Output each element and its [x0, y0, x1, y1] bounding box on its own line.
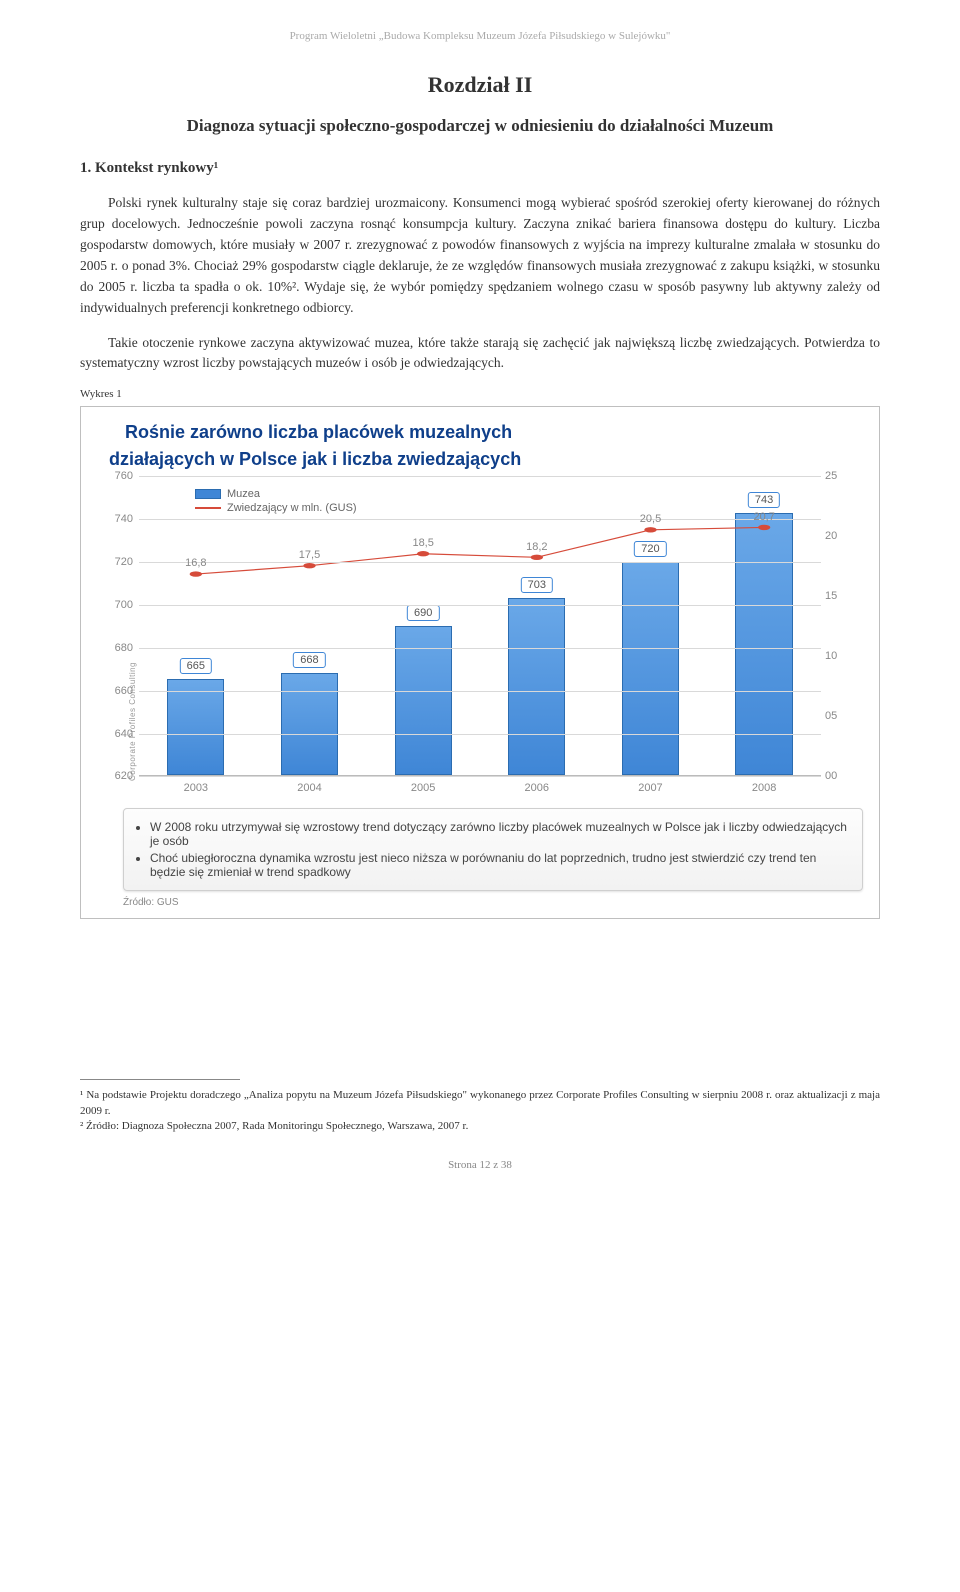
paragraph-1: Polski rynek kulturalny staje się coraz …: [80, 193, 880, 319]
y-left-tick: 740: [101, 513, 133, 525]
x-tick: 2008: [716, 782, 811, 794]
gridline: [139, 648, 821, 649]
plot-area: Muzea Zwiedzający w mln. (GUS) 665668690…: [139, 476, 821, 776]
x-tick: 2006: [489, 782, 584, 794]
bar-value-label: 720: [634, 541, 666, 557]
section-heading: 1. Kontekst rynkowy¹: [80, 160, 880, 177]
gridline: [139, 691, 821, 692]
bar-value-label: 668: [293, 652, 325, 668]
bar-value-label: 690: [407, 605, 439, 621]
paragraph-2: Takie otoczenie rynkowe zaczyna aktywizo…: [80, 333, 880, 375]
figure-label: Wykres 1: [80, 388, 880, 400]
y-left-tick: 620: [101, 770, 133, 782]
chapter-subtitle: Diagnoza sytuacji społeczno-gospodarczej…: [80, 116, 880, 136]
footnote-1: ¹ Na podstawie Projektu doradczego „Anal…: [80, 1088, 880, 1119]
bar-slot: 690: [375, 476, 470, 775]
chart-note-item: W 2008 roku utrzymywał się wzrostowy tre…: [150, 820, 850, 848]
y-left-tick: 680: [101, 642, 133, 654]
header-program-line: Program Wieloletni „Budowa Kompleksu Muz…: [80, 30, 880, 42]
gridline: [139, 519, 821, 520]
footnote-2: ² Źródło: Diagnoza Społeczna 2007, Rada …: [80, 1119, 880, 1134]
y-left-tick: 720: [101, 556, 133, 568]
bar-value-label: 703: [521, 577, 553, 593]
y-right-tick: 25: [825, 470, 855, 482]
line-point-label: 18,5: [412, 537, 433, 549]
gridline: [139, 562, 821, 563]
line-point-label: 16,8: [185, 558, 206, 570]
bar-value-label: 665: [180, 658, 212, 674]
bar: 665: [167, 679, 224, 775]
chart-title-line2: działających w Polsce jak i liczba zwied…: [109, 448, 863, 471]
bar: 720: [622, 562, 679, 776]
chart-title-line1: Rośnie zarówno liczba placówek muzealnyc…: [125, 421, 863, 444]
y-left-tick: 660: [101, 685, 133, 697]
bars-group: 665 668 690 703 720 743: [139, 476, 821, 775]
cp-brand-vertical: Corporate Profiles Consulting: [129, 662, 137, 781]
bar-slot: 665: [148, 476, 243, 775]
bar: 703: [508, 598, 565, 775]
page-footer: Strona 12 z 38: [80, 1159, 880, 1171]
bar-slot: 703: [489, 476, 584, 775]
chapter-title: Rozdział II: [80, 72, 880, 98]
x-axis: 2003 2004 2005 2006 2007 2008: [139, 776, 821, 794]
chart-container: Rośnie zarówno liczba placówek muzealnyc…: [80, 406, 880, 919]
line-point-label: 18,2: [526, 541, 547, 553]
x-tick: 2005: [375, 782, 470, 794]
x-tick: 2004: [262, 782, 357, 794]
footnotes-rule: [80, 1079, 240, 1080]
y-right-tick: 20: [825, 530, 855, 542]
y-right-tick: 15: [825, 590, 855, 602]
chart-source: Źródło: GUS: [123, 897, 863, 908]
line-point-label: 17,5: [299, 549, 320, 561]
gridline: [139, 605, 821, 606]
gridline: [139, 734, 821, 735]
bar: 743: [735, 513, 792, 776]
bar-value-label: 743: [748, 492, 780, 508]
gridline: [139, 476, 821, 477]
y-left-tick: 760: [101, 470, 133, 482]
bar-slot: 668: [262, 476, 357, 775]
gridline: [139, 776, 821, 777]
chart-note-item: Choć ubiegłoroczna dynamika wzrostu jest…: [150, 851, 850, 879]
y-right-tick: 10: [825, 650, 855, 662]
line-point-label: 20,5: [640, 513, 661, 525]
chart-plot-wrap: Muzea Zwiedzający w mln. (GUS) 665668690…: [97, 476, 863, 794]
x-tick: 2007: [603, 782, 698, 794]
y-left-tick: 640: [101, 728, 133, 740]
chart-notes: W 2008 roku utrzymywał się wzrostowy tre…: [123, 808, 863, 891]
bar: 668: [281, 673, 338, 776]
y-right-tick: 05: [825, 710, 855, 722]
line-point-label: 20,7: [753, 511, 774, 523]
y-right-tick: 00: [825, 770, 855, 782]
y-left-tick: 700: [101, 599, 133, 611]
x-tick: 2003: [148, 782, 243, 794]
